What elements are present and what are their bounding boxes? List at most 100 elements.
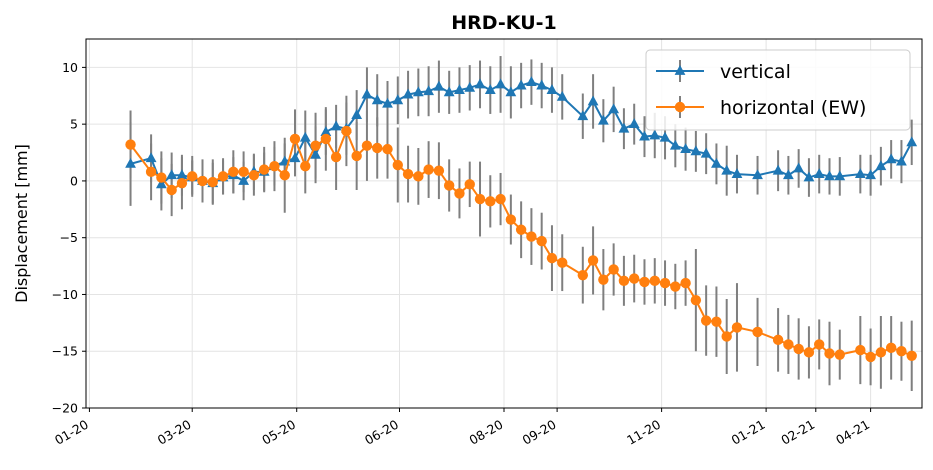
data-point <box>906 136 918 147</box>
data-point <box>433 165 445 176</box>
data-point <box>793 162 805 173</box>
data-point <box>680 277 691 289</box>
legend-marker <box>674 101 686 113</box>
data-point <box>587 255 599 266</box>
x-tick-label: 03-20 <box>155 417 194 448</box>
data-point <box>145 166 157 178</box>
data-point <box>228 166 239 178</box>
data-point <box>639 276 650 288</box>
data-point <box>608 103 620 114</box>
x-tick-label: 09-20 <box>520 417 559 448</box>
data-point <box>515 224 527 235</box>
data-point <box>628 118 640 129</box>
data-point <box>464 179 475 190</box>
legend-label: vertical <box>720 61 791 83</box>
data-point <box>238 174 250 185</box>
data-point <box>865 351 876 363</box>
x-tick-label: 11-20 <box>624 417 663 448</box>
data-point <box>187 171 198 182</box>
data-point <box>875 347 887 358</box>
data-point <box>731 322 743 333</box>
x-tick-label: 01-20 <box>52 417 91 448</box>
data-point <box>598 274 609 285</box>
data-point <box>464 81 476 92</box>
data-point <box>906 350 917 361</box>
x-tick-label: 01-21 <box>729 417 768 448</box>
data-point <box>782 169 794 180</box>
series-horizontal <box>125 125 917 363</box>
data-point <box>289 133 301 145</box>
chart-title: HRD-KU-1 <box>451 12 556 34</box>
x-tick-label: 04-21 <box>833 417 872 448</box>
data-point <box>361 88 373 99</box>
data-point <box>526 76 537 87</box>
data-point <box>433 80 445 91</box>
data-point <box>618 275 630 287</box>
data-point <box>896 346 907 357</box>
data-point <box>597 114 609 125</box>
data-point <box>423 85 435 96</box>
data-point <box>217 171 229 182</box>
data-point <box>793 343 804 355</box>
data-point <box>731 168 743 179</box>
x-tick-label: 05-20 <box>259 417 298 448</box>
x-axis: 01-20 03-20 05-20 06-20 08-20 09-20 11-20 01-21… <box>52 408 872 448</box>
data-point <box>382 143 393 155</box>
data-point <box>659 131 671 142</box>
data-point <box>752 326 763 338</box>
y-tick-label: 5 <box>70 117 78 132</box>
data-point <box>248 170 260 181</box>
series-layer <box>125 76 918 363</box>
data-point <box>721 164 733 175</box>
data-point <box>330 120 342 131</box>
data-point <box>454 188 465 199</box>
data-point <box>382 97 393 108</box>
legend-marker <box>674 65 686 75</box>
data-point <box>402 168 414 180</box>
data-point <box>330 151 342 163</box>
legend-label: horizontal (EW) <box>720 97 866 119</box>
data-point <box>669 139 681 150</box>
data-point <box>166 169 178 180</box>
data-point <box>896 155 907 166</box>
data-point <box>618 122 630 133</box>
data-point <box>289 152 301 163</box>
data-point <box>197 175 208 187</box>
data-point <box>299 131 311 142</box>
data-point <box>443 86 455 97</box>
data-point <box>125 157 136 168</box>
data-point <box>454 84 465 94</box>
data-point <box>608 264 619 275</box>
data-point <box>659 277 671 289</box>
data-point <box>577 269 589 281</box>
y-tick-label: 0 <box>70 173 78 188</box>
data-point <box>392 159 403 171</box>
data-point <box>670 281 681 292</box>
x-tick-label: 08-20 <box>467 417 506 448</box>
data-point <box>495 78 506 89</box>
data-point <box>536 235 547 247</box>
data-point <box>392 94 404 105</box>
data-point <box>546 84 558 94</box>
data-point <box>690 145 702 156</box>
data-point <box>372 142 383 154</box>
data-point <box>474 193 486 205</box>
data-point <box>371 94 383 105</box>
legend-entry: horizontal (EW) <box>656 96 866 119</box>
data-point <box>484 84 496 94</box>
data-point <box>505 86 517 97</box>
data-point <box>813 168 825 179</box>
y-tick-label: −10 <box>52 287 78 302</box>
data-point <box>885 153 897 164</box>
grid <box>86 39 922 409</box>
data-point <box>711 157 722 168</box>
data-point <box>351 150 362 162</box>
data-point <box>772 334 784 346</box>
data-point <box>557 257 568 268</box>
data-point <box>320 126 332 137</box>
data-point <box>556 90 568 101</box>
data-point <box>145 152 157 163</box>
data-point <box>341 125 352 137</box>
legend-box <box>645 49 911 131</box>
data-point <box>824 348 835 359</box>
